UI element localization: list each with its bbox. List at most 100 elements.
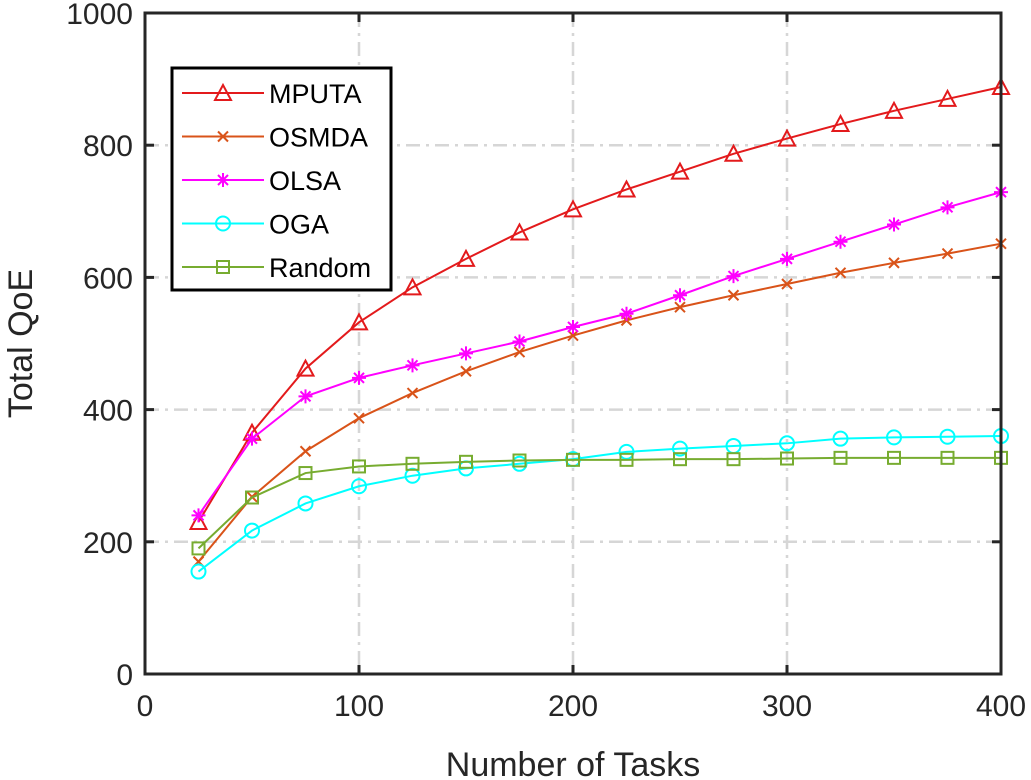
data-point <box>244 522 260 539</box>
x-tick-label: 100 <box>334 690 384 723</box>
series-random <box>191 450 1008 556</box>
data-point <box>245 431 259 446</box>
data-point <box>833 234 848 249</box>
data-point <box>298 389 313 404</box>
legend-marker <box>213 82 233 101</box>
data-point <box>566 452 580 467</box>
data-point <box>887 217 901 232</box>
x-tick-label: 400 <box>976 690 1026 723</box>
legend-marker <box>216 173 230 187</box>
data-point <box>673 452 687 467</box>
data-point <box>513 346 526 358</box>
data-point <box>567 329 579 342</box>
data-point <box>297 495 314 512</box>
data-point <box>512 334 527 349</box>
data-point <box>191 541 206 556</box>
data-point <box>670 161 690 180</box>
data-point <box>245 490 259 505</box>
data-point <box>456 248 476 267</box>
data-point <box>939 428 956 445</box>
data-point <box>616 179 637 198</box>
y-tick-label: 1000 <box>66 0 133 31</box>
legend: MPUTA OSMDA OLSA OGA Random <box>170 66 393 292</box>
data-point <box>406 387 419 399</box>
data-point <box>723 143 744 162</box>
data-point <box>405 456 420 471</box>
data-point <box>404 467 421 484</box>
data-point <box>512 453 527 468</box>
data-point <box>295 358 316 377</box>
data-point <box>460 365 472 377</box>
data-point <box>884 100 904 119</box>
data-point <box>779 435 795 452</box>
data-point <box>672 440 688 457</box>
data-point <box>940 200 955 215</box>
legend-label: OSMDA <box>269 123 368 153</box>
data-point <box>673 288 687 303</box>
data-point <box>834 267 847 279</box>
series-mputa <box>188 76 1011 530</box>
data-point <box>888 257 900 269</box>
y-tick-label: 0 <box>116 659 133 692</box>
data-point <box>352 370 366 385</box>
data-point <box>830 113 851 133</box>
data-point <box>832 430 849 447</box>
data-point <box>349 312 369 331</box>
data-point <box>726 269 741 284</box>
data-point <box>887 450 901 465</box>
legend-item: Random <box>182 253 371 283</box>
x-axis-title: Number of Tasks <box>446 746 700 780</box>
data-point <box>190 563 207 580</box>
x-tick-label: 200 <box>548 690 598 723</box>
legend-item: OLSA <box>182 166 341 196</box>
data-point <box>563 199 583 218</box>
data-point <box>299 445 312 457</box>
data-point <box>886 429 902 446</box>
data-point <box>351 478 367 495</box>
data-point <box>405 358 420 373</box>
legend-item: OSMDA <box>182 123 368 153</box>
data-point <box>937 88 958 107</box>
x-tick-label: 0 <box>137 690 154 723</box>
series-line <box>197 191 1002 516</box>
y-tick-label: 800 <box>83 130 133 163</box>
series-line <box>197 435 1002 573</box>
axis-ticks: 0 100 200 300 400 0 200 400 600 800 1000 <box>66 0 1026 723</box>
data-point <box>781 278 793 290</box>
data-point <box>780 451 794 466</box>
data-point <box>459 346 473 361</box>
data-point <box>353 412 365 424</box>
data-point <box>352 459 366 474</box>
grid-lines <box>145 13 1001 674</box>
legend-item: MPUTA <box>182 79 362 109</box>
data-point <box>619 452 634 467</box>
data-point <box>619 306 634 321</box>
x-tick-label: 300 <box>762 690 812 723</box>
legend-marker <box>217 130 229 143</box>
y-tick-label: 400 <box>83 395 133 428</box>
data-point <box>726 452 741 467</box>
data-point <box>674 301 686 313</box>
data-point <box>188 511 209 530</box>
data-point <box>777 128 797 147</box>
data-point <box>459 454 473 469</box>
series-oga <box>190 428 1009 580</box>
data-point <box>833 450 848 465</box>
legend-marker <box>216 260 230 274</box>
legend-label: Random <box>269 253 371 283</box>
series-line <box>197 86 1002 523</box>
data-point <box>191 508 206 523</box>
data-point <box>566 319 580 334</box>
data-point <box>940 450 955 465</box>
legend-marker <box>215 215 231 232</box>
legend-label: OGA <box>269 210 329 240</box>
data-point <box>780 251 794 266</box>
data-point <box>727 289 740 301</box>
y-tick-label: 600 <box>83 262 133 295</box>
data-point <box>298 466 313 481</box>
legend-label: OLSA <box>269 166 341 196</box>
y-tick-label: 200 <box>83 527 133 560</box>
data-point <box>402 277 423 296</box>
series-line <box>197 456 1001 550</box>
